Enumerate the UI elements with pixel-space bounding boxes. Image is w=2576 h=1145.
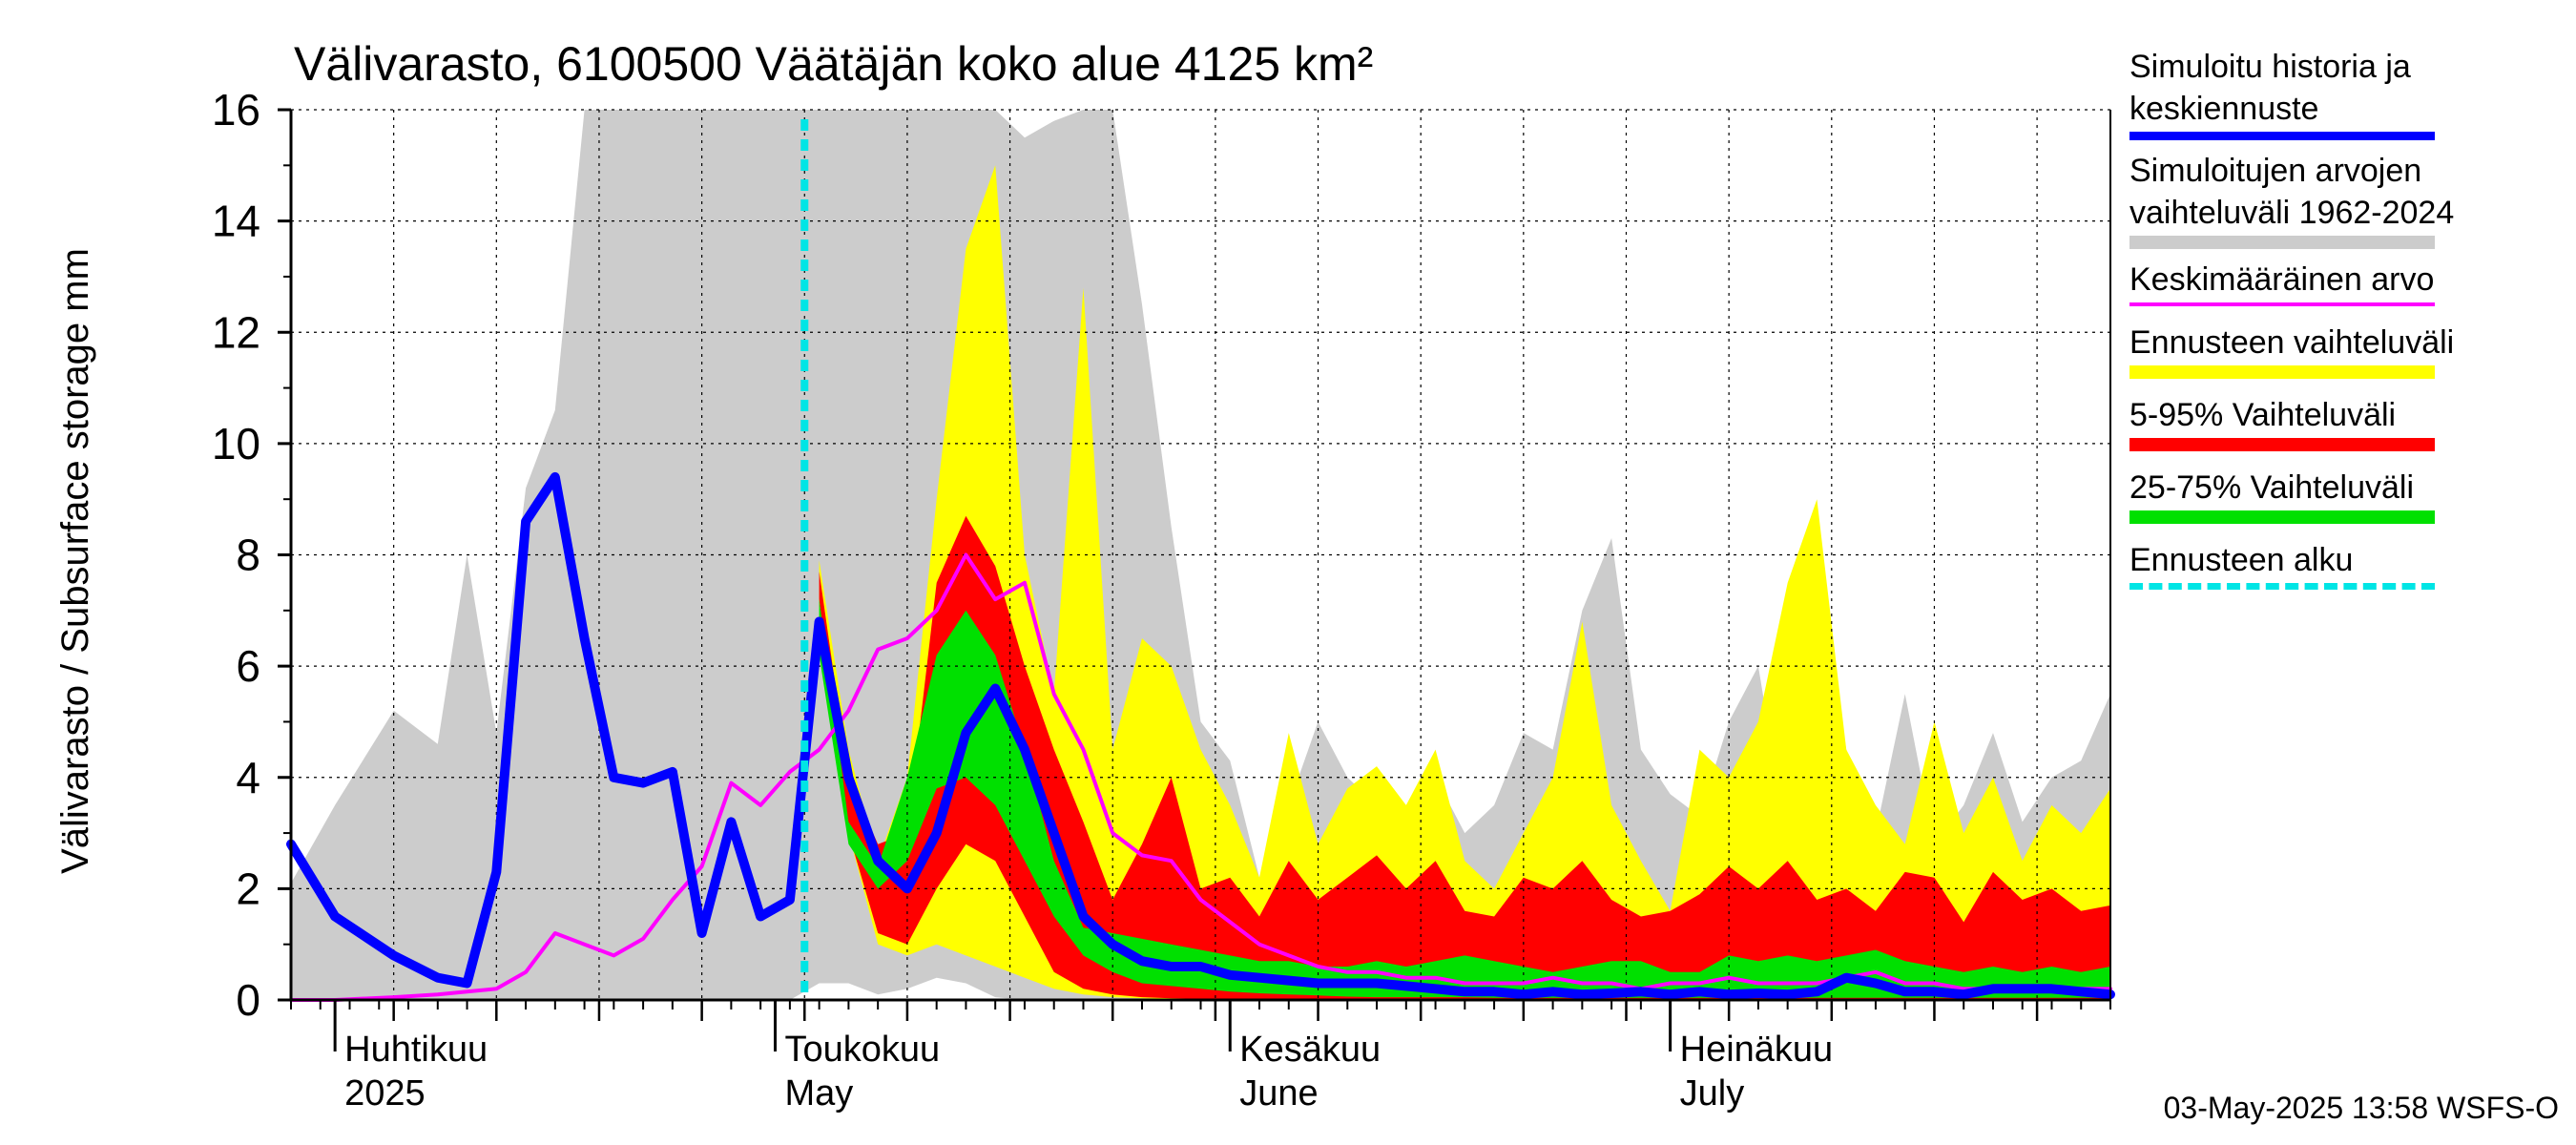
y-tick-label: 12 xyxy=(212,307,260,357)
y-tick-label: 8 xyxy=(236,531,260,580)
legend-label: 5-95% Vaihteluväli xyxy=(2129,397,2397,433)
legend-item: Simuloitu historia ja keskiennuste xyxy=(2129,46,2549,140)
y-tick-label: 16 xyxy=(212,85,260,135)
legend-label: 25-75% Vaihteluväli xyxy=(2129,469,2414,506)
legend-item: 25-75% Vaihteluväli xyxy=(2129,467,2549,524)
band-2 xyxy=(819,515,2110,1000)
legend-swatch xyxy=(2129,302,2435,306)
legend-item: Ennusteen vaihteluväli xyxy=(2129,322,2549,379)
x-month-label-fi: Heinäkuu xyxy=(1680,1030,1834,1070)
y-tick-label: 10 xyxy=(212,419,260,468)
y-tick-label: 4 xyxy=(236,753,260,802)
x-month-label-fi: Huhtikuu xyxy=(344,1030,488,1070)
y-tick-label: 6 xyxy=(236,641,260,691)
range-bands xyxy=(291,110,2110,1000)
series-lines xyxy=(286,119,2115,1002)
legend-swatch xyxy=(2129,132,2435,140)
x-month-label-fi: Toukokuu xyxy=(785,1030,941,1070)
y-tick-label: 0 xyxy=(236,975,260,1025)
y-tick-label: 2 xyxy=(236,864,260,913)
band-0 xyxy=(291,110,2110,1000)
legend-item: Ennusteen alku xyxy=(2129,539,2549,590)
series-line-0 xyxy=(289,552,2112,1002)
legend-item: Keskimääräinen arvo xyxy=(2129,259,2549,306)
chart-title: Välivarasto, 6100500 Väätäjän koko alue … xyxy=(294,37,1373,91)
x-month-label-fi: Kesäkuu xyxy=(1239,1030,1381,1070)
footer-timestamp: 03-May-2025 13:58 WSFS-O xyxy=(2163,1091,2559,1125)
y-tick-label: 14 xyxy=(212,197,260,246)
x-month-label-en: May xyxy=(785,1073,854,1114)
legend-label: Keskimääräinen arvo xyxy=(2129,261,2435,298)
legend-item: Simuloitujen arvojen vaihteluväli 1962-2… xyxy=(2129,150,2549,249)
band-3 xyxy=(819,599,2110,998)
legend-item: 5-95% Vaihteluväli xyxy=(2129,394,2549,451)
legend-label: Simuloitujen arvojen vaihteluväli 1962-2… xyxy=(2129,153,2455,231)
x-month-label-en: June xyxy=(1239,1073,1318,1114)
legend-swatch xyxy=(2129,510,2435,524)
legend-label: Simuloitu historia ja keskiennuste xyxy=(2129,49,2411,127)
y-axis-label: Välivarasto / Subsurface storage mm xyxy=(54,248,96,874)
band-1 xyxy=(819,165,2110,1000)
legend-swatch xyxy=(2129,365,2435,379)
legend: Simuloitu historia ja keskiennuste Simulo… xyxy=(2129,46,2549,605)
legend-swatch xyxy=(2129,583,2435,590)
x-month-label-en: July xyxy=(1680,1073,1745,1114)
legend-swatch xyxy=(2129,236,2435,249)
grid xyxy=(291,109,2110,1000)
legend-swatch xyxy=(2129,438,2435,451)
legend-label: Ennusteen vaihteluväli xyxy=(2129,324,2455,361)
x-month-label-en: 2025 xyxy=(344,1073,426,1114)
series-line-1 xyxy=(286,471,2115,1000)
legend-label: Ennusteen alku xyxy=(2129,542,2354,578)
